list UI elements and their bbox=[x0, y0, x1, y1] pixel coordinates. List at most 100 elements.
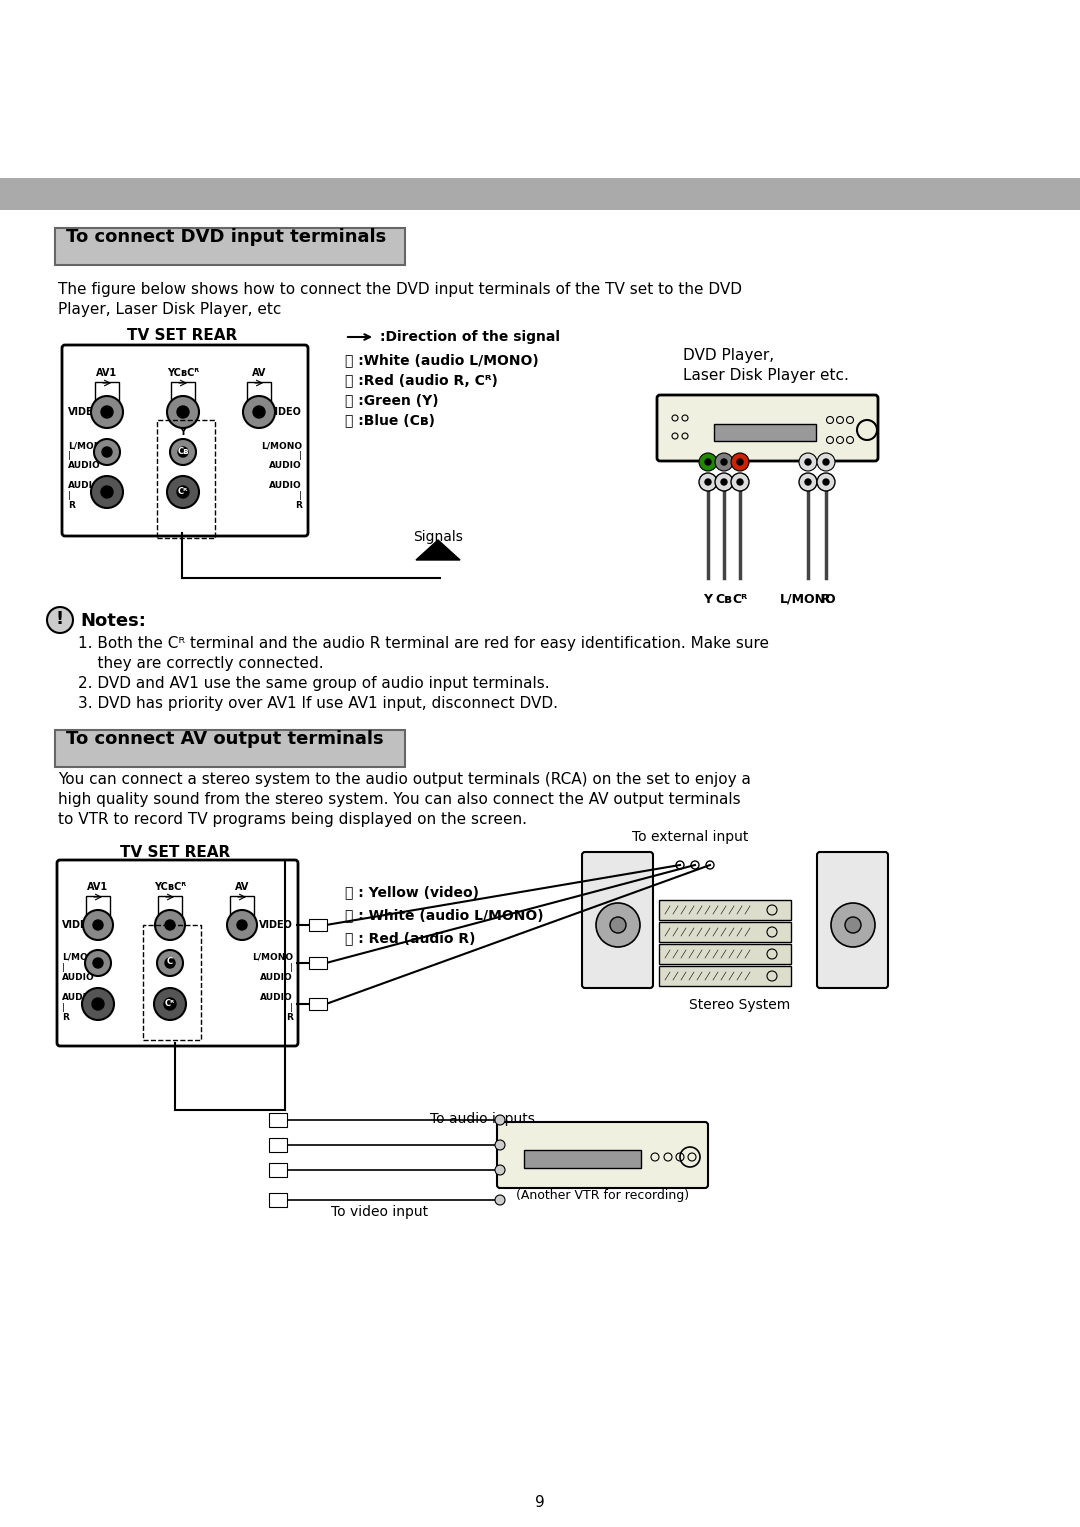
FancyBboxPatch shape bbox=[62, 345, 308, 536]
Circle shape bbox=[93, 919, 103, 930]
Circle shape bbox=[253, 406, 265, 418]
Text: |: | bbox=[68, 492, 71, 501]
FancyBboxPatch shape bbox=[247, 382, 271, 402]
Circle shape bbox=[737, 479, 743, 486]
Polygon shape bbox=[416, 541, 460, 560]
Circle shape bbox=[165, 957, 175, 968]
Text: YCʙCᴿ: YCʙCᴿ bbox=[154, 883, 186, 892]
Circle shape bbox=[102, 486, 113, 498]
Circle shape bbox=[154, 988, 186, 1020]
Text: Stereo System: Stereo System bbox=[689, 999, 791, 1012]
FancyBboxPatch shape bbox=[309, 957, 327, 970]
Circle shape bbox=[831, 902, 875, 947]
Text: AUDIO: AUDIO bbox=[68, 481, 100, 490]
Text: VIDEO: VIDEO bbox=[62, 919, 96, 930]
Text: To audio inputs: To audio inputs bbox=[430, 1112, 535, 1125]
Text: R: R bbox=[68, 501, 75, 510]
Circle shape bbox=[699, 454, 717, 470]
FancyBboxPatch shape bbox=[269, 1113, 287, 1127]
FancyBboxPatch shape bbox=[55, 730, 405, 767]
Text: 9: 9 bbox=[535, 1495, 545, 1510]
Circle shape bbox=[799, 454, 816, 470]
Text: 2. DVD and AV1 use the same group of audio input terminals.: 2. DVD and AV1 use the same group of aud… bbox=[78, 676, 550, 692]
Circle shape bbox=[823, 479, 829, 486]
Text: Signals: Signals bbox=[413, 530, 463, 544]
FancyBboxPatch shape bbox=[309, 999, 327, 1009]
Text: (Another VTR for recording): (Another VTR for recording) bbox=[516, 1190, 689, 1202]
FancyBboxPatch shape bbox=[95, 382, 119, 402]
Circle shape bbox=[157, 950, 183, 976]
Text: You can connect a stereo system to the audio output terminals (RCA) on the set t: You can connect a stereo system to the a… bbox=[58, 773, 751, 786]
Circle shape bbox=[177, 406, 189, 418]
FancyBboxPatch shape bbox=[657, 395, 878, 461]
Text: AUDIO: AUDIO bbox=[68, 461, 100, 470]
Circle shape bbox=[92, 999, 104, 1009]
Circle shape bbox=[178, 447, 188, 457]
Text: DVD Player,: DVD Player, bbox=[683, 348, 774, 363]
Text: AV: AV bbox=[234, 883, 249, 892]
Text: AV1: AV1 bbox=[96, 368, 118, 379]
Text: VIDEO: VIDEO bbox=[68, 408, 102, 417]
FancyBboxPatch shape bbox=[582, 852, 653, 988]
Circle shape bbox=[156, 910, 185, 941]
FancyBboxPatch shape bbox=[269, 1164, 287, 1177]
Circle shape bbox=[845, 918, 861, 933]
Circle shape bbox=[227, 910, 257, 941]
Circle shape bbox=[102, 447, 112, 457]
Text: The figure below shows how to connect the DVD input terminals of the TV set to t: The figure below shows how to connect th… bbox=[58, 282, 742, 296]
Circle shape bbox=[167, 476, 199, 508]
Text: To external input: To external input bbox=[632, 831, 748, 844]
Text: TV SET REAR: TV SET REAR bbox=[126, 328, 238, 344]
Text: ⓡ :Red (audio R, Cᴿ): ⓡ :Red (audio R, Cᴿ) bbox=[345, 373, 498, 386]
FancyBboxPatch shape bbox=[230, 896, 254, 916]
Text: to VTR to record TV programs being displayed on the screen.: to VTR to record TV programs being displ… bbox=[58, 812, 527, 828]
Text: L/MONO: L/MONO bbox=[780, 592, 836, 606]
FancyBboxPatch shape bbox=[158, 896, 183, 916]
FancyBboxPatch shape bbox=[659, 922, 791, 942]
Text: L/MONO: L/MONO bbox=[62, 953, 103, 962]
FancyBboxPatch shape bbox=[57, 860, 298, 1046]
Circle shape bbox=[596, 902, 640, 947]
Text: AUDIO: AUDIO bbox=[260, 994, 293, 1003]
Text: VIDEO: VIDEO bbox=[268, 408, 302, 417]
Bar bbox=[0, 179, 1080, 211]
Circle shape bbox=[805, 479, 811, 486]
Text: Ⓨ : Yellow (video): Ⓨ : Yellow (video) bbox=[345, 886, 480, 899]
Text: L/MONO: L/MONO bbox=[252, 953, 293, 962]
Circle shape bbox=[495, 1141, 505, 1150]
Text: R: R bbox=[295, 501, 302, 510]
Circle shape bbox=[243, 395, 275, 428]
Text: |: | bbox=[62, 1003, 65, 1012]
Text: L/MONO: L/MONO bbox=[68, 441, 109, 450]
Circle shape bbox=[94, 438, 120, 466]
Text: Ⓖ :Green (Y): Ⓖ :Green (Y) bbox=[345, 392, 438, 408]
Circle shape bbox=[816, 454, 835, 470]
Circle shape bbox=[93, 957, 103, 968]
Circle shape bbox=[705, 479, 711, 486]
Circle shape bbox=[170, 438, 195, 466]
Circle shape bbox=[737, 460, 743, 466]
Text: Player, Laser Disk Player, etc: Player, Laser Disk Player, etc bbox=[58, 302, 282, 318]
FancyBboxPatch shape bbox=[269, 1193, 287, 1206]
Circle shape bbox=[495, 1196, 505, 1205]
Text: 3. DVD has priority over AV1 If use AV1 input, disconnect DVD.: 3. DVD has priority over AV1 If use AV1 … bbox=[78, 696, 558, 712]
Circle shape bbox=[83, 910, 113, 941]
FancyBboxPatch shape bbox=[714, 425, 816, 441]
Circle shape bbox=[48, 608, 73, 634]
FancyBboxPatch shape bbox=[659, 967, 791, 986]
Text: To video input: To video input bbox=[332, 1205, 429, 1219]
Circle shape bbox=[721, 479, 727, 486]
Text: Y: Y bbox=[703, 592, 713, 606]
Text: Cᴿ: Cᴿ bbox=[178, 487, 188, 495]
Circle shape bbox=[102, 406, 113, 418]
Text: Cʙ: Cʙ bbox=[177, 446, 189, 455]
Circle shape bbox=[167, 395, 199, 428]
Text: |: | bbox=[291, 962, 293, 971]
Circle shape bbox=[91, 476, 123, 508]
FancyBboxPatch shape bbox=[309, 919, 327, 931]
Text: AUDIO: AUDIO bbox=[269, 461, 302, 470]
Text: :Direction of the signal: :Direction of the signal bbox=[380, 330, 561, 344]
Text: high quality sound from the stereo system. You can also connect the AV output te: high quality sound from the stereo syste… bbox=[58, 793, 741, 806]
Text: AUDIO: AUDIO bbox=[269, 481, 302, 490]
Text: |: | bbox=[299, 492, 302, 501]
